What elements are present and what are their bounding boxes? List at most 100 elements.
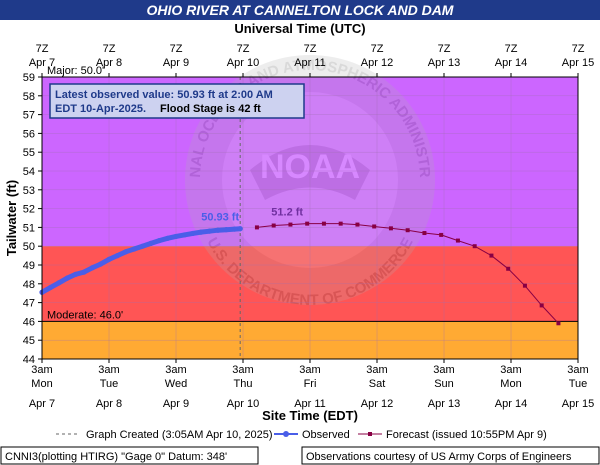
bottom-tick-date-2: Apr 9 [163,398,189,410]
observed-point [173,233,179,240]
bottom-axis: 3am Mon Apr 7 3am Tue Apr 8 3am Wed Apr 9 3am Thu A… [29,359,594,410]
bottom-tick-time-3: 3am [232,364,253,376]
top-tick-date-5: Apr 12 [361,57,393,69]
y-tick-label-0: 44 [23,354,35,366]
y-tick-label-1: 45 [23,335,35,347]
observed-point [148,240,154,246]
forecast-point [372,224,377,229]
y-tick-label-3: 47 [23,298,35,310]
forecast-point [489,253,494,258]
observed-point [198,229,204,235]
observed-point [72,271,79,277]
y-tick-label-9: 53 [23,185,35,197]
observed-point [165,235,171,241]
forecast-point [388,226,393,231]
bottom-tick-time-8: 3am [567,364,588,376]
footer-left-box [0,446,259,465]
observed-series [39,226,243,295]
observed-point [98,261,104,267]
bottom-tick-date-1: Apr 8 [96,398,122,410]
bottom-tick-day-4: Fri [304,378,317,390]
annotation-1: 51.2 ft [271,207,303,219]
top-tick-date-3: Apr 10 [227,57,259,69]
bottom-tick-day-5: Sat [369,378,386,390]
forecast-point [439,232,444,237]
bottom-tick-time-6: 3am [433,364,454,376]
latest-value-box: Latest observed value: 50.93 ft at 2:00 … [49,83,305,119]
bottom-tick-date-8: Apr 15 [562,398,594,410]
observed-point [232,226,238,232]
bottom-tick-day-1: Tue [100,378,119,390]
top-tick-date-2: Apr 9 [163,57,189,69]
forecast-point [539,303,544,308]
bottom-tick-day-3: Thu [234,378,253,390]
top-tick-time-6: 7Z [438,43,451,55]
footer-right-text: Observations courtesy of US Army Corps o… [306,451,572,463]
bottom-tick-date-7: Apr 14 [495,398,527,410]
bottom-tick-day-8: Tue [569,378,588,390]
observed-point [47,284,53,291]
bottom-tick-date-6: Apr 13 [428,398,460,410]
annotation-0: 50.93 ft [201,212,239,224]
info-box-line2a: EDT 10-Apr-2025. [55,103,146,115]
bottom-tick-time-5: 3am [366,364,387,376]
forecast-point [405,228,410,233]
bottom-tick-time-4: 3am [299,364,320,376]
legend-forecast-label: Forecast (issued 10:55PM Apr 9) [386,429,547,441]
forecast-point [305,221,310,226]
value-annotations: 50.93 ft 51.2 ft [201,207,303,224]
observed-point [131,246,137,252]
observed-point [139,243,146,249]
footer: CNNI3(plotting HTIRG) "Gage 0" Datum: 34… [0,446,600,465]
y-tick-label-10: 54 [23,166,35,178]
observed-point [181,232,187,238]
forecast-point [288,222,293,227]
top-tick-time-5: 7Z [371,43,384,55]
forecast-point [522,283,527,288]
top-tick-time-3: 7Z [237,43,250,55]
observed-point [223,227,229,233]
y-tick-label-14: 58 [23,91,35,103]
y-tick-label-11: 55 [23,147,35,159]
bottom-tick-time-2: 3am [165,364,186,376]
bottom-tick-day-0: Mon [31,378,52,390]
observed-point [114,253,120,259]
observed-point [206,228,213,234]
footer-right-box [301,446,600,465]
bottom-tick-day-2: Wed [165,378,187,390]
top-tick-date-1: Apr 8 [96,57,122,69]
top-tick-time-0: 7Z [36,43,49,55]
forecast-point [271,223,276,228]
forecast-point [455,238,460,243]
y-tick-label-2: 46 [23,316,35,328]
chart-title: OHIO RIVER AT CANNELTON LOCK AND DAM [147,2,454,18]
observed-point [215,227,221,233]
observed-point [89,265,95,271]
forecast-point [422,231,427,236]
x-axis-label: Site Time (EDT) [262,408,358,423]
y-axis: 44 45 46 47 48 49 50 51 52 53 54 55 56 57 58 59 [23,72,42,366]
y-tick-label-6: 50 [23,241,35,253]
observed-point [81,269,87,275]
forecast-point [338,221,343,226]
forecast-point [506,266,511,271]
observed-point [237,226,243,232]
info-box-line2b: Flood Stage is 42 ft [160,103,261,115]
bottom-tick-time-0: 3am [31,364,52,376]
bottom-tick-day-7: Mon [500,378,521,390]
forecast-point [472,244,477,249]
y-tick-label-5: 49 [23,260,35,272]
forecast-point [254,225,259,230]
bottom-tick-date-5: Apr 12 [361,398,393,410]
bottom-tick-date-3: Apr 10 [227,398,259,410]
top-tick-time-4: 7Z [304,43,317,55]
bottom-tick-date-4: Apr 11 [294,398,326,410]
info-box-line1: Latest observed value: 50.93 ft at 2:00 … [55,89,273,101]
top-axis: 7Z Apr 7 7Z Apr 8 7Z Apr 9 7Z Apr 10 7Z Apr 11 7Z A… [29,43,594,77]
top-tick-time-8: 7Z [572,43,585,55]
top-tick-time-2: 7Z [170,43,183,55]
top-axis-title: Universal Time (UTC) [234,21,365,36]
top-tick-date-6: Apr 13 [428,57,460,69]
legend: Graph Created (3:05AM Apr 10, 2025) Obse… [56,429,547,441]
